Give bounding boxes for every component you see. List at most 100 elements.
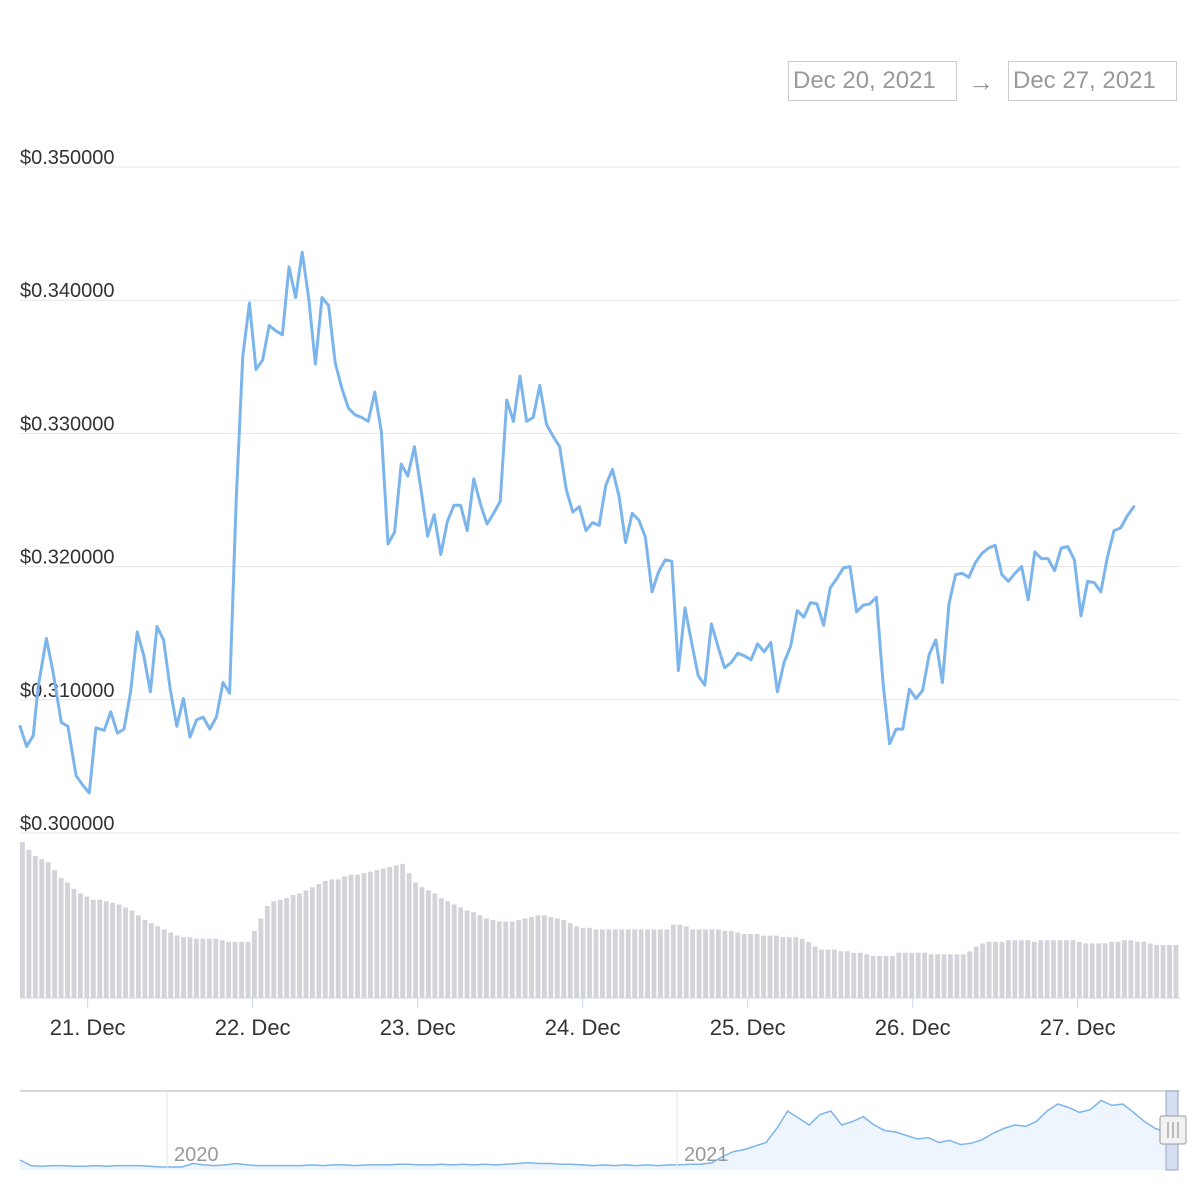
y-tick-label: $0.310000 (20, 680, 115, 702)
volume-bar (148, 923, 154, 998)
volume-bar (45, 862, 51, 998)
range-to-input[interactable]: Dec 27, 2021 (1008, 61, 1177, 101)
volume-bar (877, 955, 882, 998)
volume-bar (683, 926, 689, 998)
volume-bar (329, 879, 335, 998)
volume-bar (935, 954, 940, 998)
volume-bar (542, 915, 547, 998)
volume-bar (1147, 943, 1153, 998)
volume-bar (587, 927, 592, 998)
volume-bar (1102, 943, 1108, 998)
volume-bar (741, 934, 747, 998)
volume-bar (986, 941, 992, 998)
volume-bar (658, 929, 663, 998)
volume-bar (625, 929, 631, 998)
volume-bar (348, 874, 354, 998)
volume-bar (754, 934, 760, 998)
volume-bar (438, 898, 444, 998)
grid-lines (20, 166, 1180, 834)
volume-bar (1025, 940, 1031, 998)
volume-bar (142, 920, 148, 998)
volume-bar (181, 937, 186, 998)
price-line-series (18, 250, 1136, 795)
volume-bar (310, 887, 315, 998)
volume-bar (967, 951, 973, 998)
volume-bar (297, 893, 302, 998)
y-axis-labels: $0.300000 $0.310000 $0.320000 $0.330000 $0.3… (20, 147, 115, 835)
volume-bar (890, 955, 895, 998)
volume-bar (857, 952, 863, 998)
volume-bar (980, 943, 986, 998)
y-tick-label: $0.350000 (20, 147, 115, 169)
x-tick-label: 26. Dec (875, 1015, 951, 1040)
volume-bar (78, 893, 83, 998)
volume-bar (883, 955, 889, 998)
volume-bar (1083, 943, 1089, 998)
volume-bar (1160, 944, 1166, 998)
volume-bars (20, 842, 1179, 998)
range-from-input[interactable]: Dec 20, 2021 (788, 61, 957, 101)
volume-bar (1128, 940, 1134, 998)
volume-bar (155, 926, 161, 998)
volume-bar (664, 929, 670, 998)
navigator-year-label: 2021 (684, 1144, 729, 1166)
volume-bar (1018, 940, 1024, 998)
volume-bar (851, 952, 857, 998)
x-tick-label: 24. Dec (545, 1015, 621, 1040)
volume-bar (1070, 940, 1076, 998)
volume-bar (1057, 940, 1063, 998)
volume-bar (696, 929, 702, 998)
volume-bar (600, 929, 605, 998)
volume-bar (484, 918, 489, 998)
volume-bar (516, 920, 522, 998)
volume-bar (1173, 944, 1179, 998)
volume-bar (252, 930, 257, 998)
volume-bar (65, 882, 70, 998)
volume-bar (767, 935, 773, 998)
volume-bar (554, 918, 560, 998)
volume-bar (954, 954, 960, 998)
volume-bar (432, 893, 438, 998)
volume-bar (973, 946, 979, 998)
volume-bar (509, 921, 515, 998)
volume-bar (90, 899, 96, 998)
volume-bar (84, 896, 90, 998)
volume-bar (20, 842, 25, 998)
volume-bar (1006, 940, 1011, 998)
volume-bar (812, 946, 818, 998)
volume-bar (922, 952, 928, 998)
volume-bar (26, 849, 32, 998)
volume-bar (825, 949, 831, 998)
volume-bar (703, 929, 708, 998)
volume-bar (619, 929, 625, 998)
navigator-area (20, 1100, 1166, 1170)
volume-bar (1134, 941, 1140, 998)
volume-bar (948, 954, 953, 998)
navigator-year-label: 2020 (174, 1144, 219, 1166)
volume-bar (1031, 941, 1037, 998)
volume-bar (303, 890, 309, 998)
volume-bar (316, 884, 322, 998)
volume-bar (187, 937, 193, 998)
volume-bar (896, 952, 902, 998)
volume-bar (206, 938, 212, 998)
y-tick-label: $0.340000 (20, 280, 115, 302)
volume-bar (464, 910, 470, 998)
volume-bar (1076, 941, 1082, 998)
volume-bar (999, 941, 1005, 998)
volume-bar (503, 921, 509, 998)
volume-bar (722, 930, 728, 998)
volume-bar (793, 937, 799, 998)
volume-bar (458, 907, 464, 998)
volume-bar (574, 926, 580, 998)
volume-bar (799, 938, 805, 998)
volume-bar (400, 863, 406, 998)
volume-bar (870, 955, 876, 998)
navigator[interactable]: 2020 2021 (19, 1090, 1187, 1171)
volume-bar (116, 904, 122, 998)
volume-bar (161, 929, 167, 998)
volume-bar (580, 927, 586, 998)
x-tick-label: 25. Dec (710, 1015, 786, 1040)
volume-bar (1012, 940, 1018, 998)
volume-bar (638, 929, 644, 998)
